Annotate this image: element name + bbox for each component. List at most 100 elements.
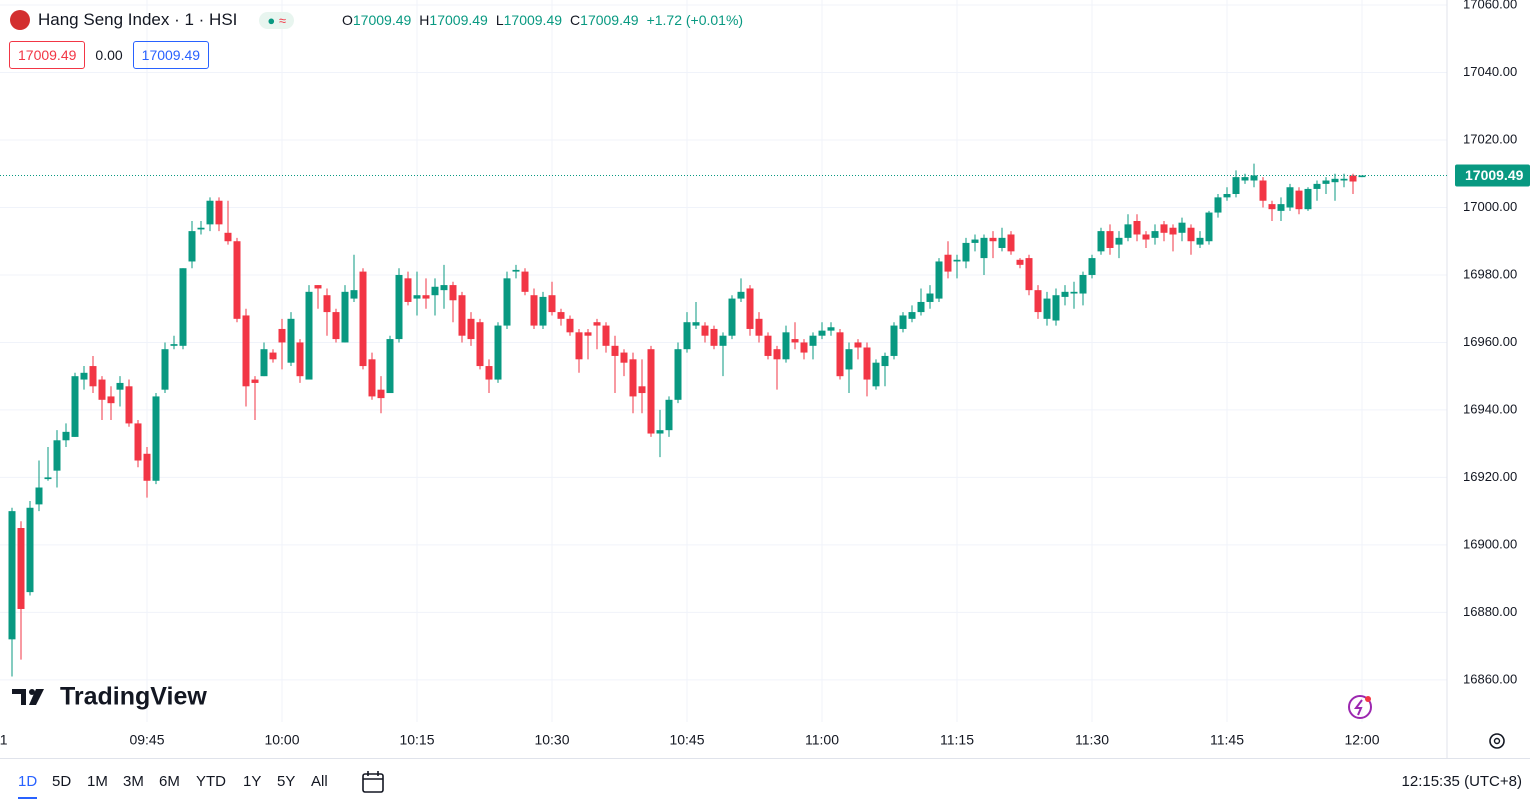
candle-body: [1178, 222, 1186, 233]
goto-date-icon[interactable]: [360, 769, 386, 795]
range-button[interactable]: 1M: [87, 773, 108, 790]
candle-body: [1286, 187, 1294, 208]
last-price-label: 17009.49: [1465, 167, 1524, 183]
candle-body: [1187, 227, 1195, 242]
candle-body: [1223, 193, 1231, 198]
candle-body: [422, 295, 430, 299]
x-tick-label: 10:45: [669, 732, 704, 748]
candle-body: [1052, 295, 1060, 321]
ohlc-label: O: [342, 12, 353, 28]
candle-body: [44, 477, 52, 480]
candle-body: [1043, 298, 1051, 319]
watermark: TradingView: [60, 683, 207, 711]
candle-body: [944, 254, 952, 272]
range-button[interactable]: YTD: [196, 773, 226, 790]
range-button[interactable]: 1Y: [243, 773, 262, 790]
ohlc-value: 17009.49: [352, 12, 412, 28]
candle-body: [1025, 258, 1033, 291]
candle-body: [566, 318, 574, 333]
input-spread: 0.00: [95, 47, 123, 63]
y-tick-label: 16860.00: [1463, 671, 1517, 686]
candle-body: [386, 339, 394, 394]
candle-body: [98, 379, 106, 400]
candle-body: [683, 322, 691, 350]
ohlc-value: 17009.49: [503, 12, 563, 28]
candle-body: [1241, 177, 1249, 181]
y-tick-label: 17000.00: [1463, 199, 1517, 214]
symbol-logo: [10, 10, 30, 30]
candle-body: [1115, 237, 1123, 245]
candle-body: [1034, 290, 1042, 313]
y-tick-label: 16940.00: [1463, 401, 1517, 416]
candle-body: [782, 332, 790, 360]
candle-body: [764, 335, 772, 356]
range-button[interactable]: 6M: [159, 773, 180, 790]
range-button[interactable]: 3M: [123, 773, 144, 790]
y-tick-label: 17060.00: [1463, 0, 1517, 11]
candle-body: [827, 327, 835, 331]
bottom-toolbar: 12:15:35 (UTC+8) 1D 5D 1M 3M 6M YTD 1Y 5Y All: [0, 758, 1530, 803]
x-tick-label: 11:15: [940, 732, 974, 748]
symbol-title[interactable]: Hang Seng Index · 1 · HSI: [38, 10, 238, 29]
input-box[interactable]: 17009.49: [132, 41, 210, 69]
candle-body: [611, 345, 619, 356]
candle-body: [665, 399, 673, 431]
candle-body: [1331, 178, 1339, 183]
candle-body: [530, 295, 538, 326]
range-button[interactable]: 1D: [18, 773, 38, 799]
candle-body: [395, 274, 403, 340]
candle-body: [1016, 259, 1024, 265]
candle-body: [962, 242, 970, 262]
candle-body: [1322, 180, 1330, 184]
ohlc-label: H: [419, 12, 430, 28]
candle-body: [1205, 212, 1213, 242]
candle-body: [1151, 231, 1159, 238]
candle-body: [1295, 190, 1303, 210]
candle-body: [350, 290, 358, 299]
range-button[interactable]: All: [311, 773, 328, 790]
candle-body: [197, 227, 205, 230]
y-tick-label: 16900.00: [1463, 536, 1517, 551]
candle-body: [1358, 175, 1366, 178]
candle-body: [161, 349, 169, 390]
clock: 12:15:35 (UTC+8): [1401, 773, 1522, 790]
candle-body: [1214, 197, 1222, 213]
candle-body: [512, 269, 520, 272]
candle-body: [17, 528, 25, 609]
candle-body: [80, 372, 88, 380]
candle-body: [953, 259, 961, 262]
candle-body: [134, 423, 142, 461]
candle-body: [773, 349, 781, 360]
x-tick-label: 10:00: [264, 732, 299, 748]
candle-body: [620, 352, 628, 363]
candle-body: [305, 291, 313, 380]
candle-body: [296, 342, 304, 377]
candle-body: [746, 288, 754, 329]
candle-body: [854, 342, 862, 348]
candle-body: [377, 389, 385, 399]
input-box[interactable]: 17009.49: [9, 41, 86, 69]
market-status[interactable]: ● ≈: [259, 11, 294, 29]
y-tick-label: 16960.00: [1463, 334, 1517, 349]
y-tick-label: 16920.00: [1463, 469, 1517, 484]
candle-body: [539, 296, 547, 326]
candle-body: [1340, 178, 1348, 181]
candle-body: [62, 431, 70, 441]
candle-body: [557, 312, 565, 319]
candle-body: [188, 231, 196, 262]
x-tick-label: 09:45: [129, 732, 164, 748]
candle-body: [278, 328, 286, 343]
range-button[interactable]: 5Y: [277, 773, 296, 790]
ohlc-high: H17009.49: [419, 12, 488, 28]
candle-body: [494, 325, 502, 380]
candle-body: [1250, 175, 1258, 181]
candle-body: [323, 295, 331, 313]
candle-body: [1106, 231, 1114, 248]
candle-body: [692, 322, 700, 326]
candle-body: [458, 295, 466, 336]
lightning-icon[interactable]: [1348, 695, 1372, 719]
settings-icon[interactable]: [1489, 733, 1505, 749]
candle-body: [503, 278, 511, 326]
range-button[interactable]: 5D: [52, 773, 72, 790]
